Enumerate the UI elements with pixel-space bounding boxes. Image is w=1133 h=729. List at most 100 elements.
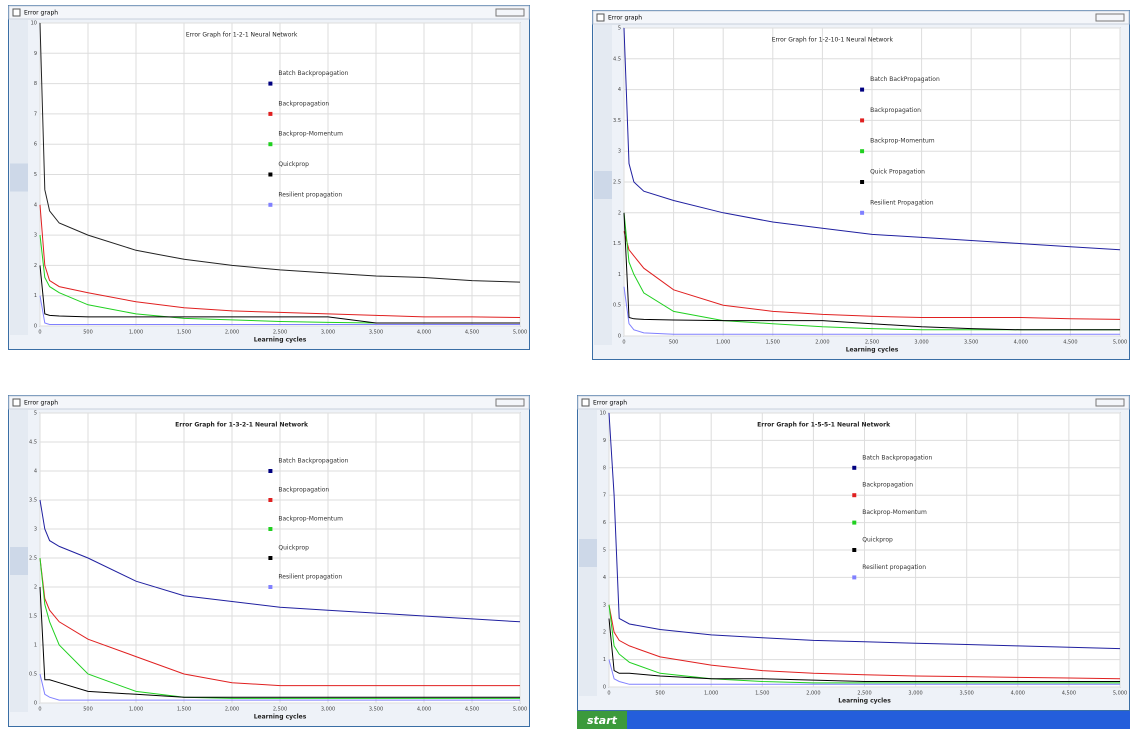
side-tab[interactable] xyxy=(10,547,28,575)
y-tick-label: 2 xyxy=(34,585,37,591)
legend-label: Batch Backpropagation xyxy=(278,458,348,465)
page: Error graph01234567891005001,0001,5002,0… xyxy=(0,0,1133,729)
y-tick-label: 3 xyxy=(603,602,606,608)
x-tick-label: 5,000 xyxy=(1113,691,1127,697)
legend-marker xyxy=(268,585,272,589)
x-axis-label: Learning cycles xyxy=(838,698,891,705)
x-tick-label: 4,500 xyxy=(465,707,479,713)
legend-marker xyxy=(852,575,856,579)
window-icon xyxy=(13,9,20,16)
legend-label: Resilient Propagation xyxy=(870,199,934,206)
y-tick-label: 5 xyxy=(34,411,37,417)
legend-label: Backprop-Momentum xyxy=(278,131,343,138)
chart-title: Error Graph for 1-2-1 Neural Network xyxy=(186,32,298,39)
legend-label: Quickprop xyxy=(278,545,309,552)
legend-label: Quickprop xyxy=(278,161,309,168)
x-tick-label: 5,000 xyxy=(1113,340,1127,346)
legend-marker xyxy=(268,469,272,473)
graph-window: Error graph00.511.522.533.544.5505001,00… xyxy=(8,395,530,727)
legend-marker xyxy=(860,118,864,122)
legend-marker xyxy=(860,149,864,153)
window-title: Error graph xyxy=(608,15,642,22)
legend-label: Backpropagation xyxy=(278,100,329,107)
legend-marker xyxy=(852,466,856,470)
window-icon xyxy=(13,399,20,406)
y-tick-label: 10 xyxy=(31,21,37,27)
y-tick-label: 3.5 xyxy=(613,118,621,124)
x-tick-label: 4,000 xyxy=(417,330,431,336)
x-tick-label: 2,000 xyxy=(815,340,829,346)
y-tick-label: 1 xyxy=(34,293,37,299)
x-axis-label: Learning cycles xyxy=(254,337,307,344)
x-tick-label: 3,500 xyxy=(369,330,383,336)
start-label: start xyxy=(587,714,618,727)
legend-label: Backpropagation xyxy=(870,107,921,114)
legend-label: Backpropagation xyxy=(862,482,913,489)
legend-marker xyxy=(268,173,272,177)
x-tick-label: 2,000 xyxy=(225,330,239,336)
legend-label: Quickprop xyxy=(862,537,893,544)
x-tick-label: 500 xyxy=(83,330,93,336)
y-tick-label: 0 xyxy=(618,334,621,340)
y-tick-label: 6 xyxy=(603,520,606,526)
y-tick-label: 3 xyxy=(618,149,621,155)
y-tick-label: 1 xyxy=(34,643,37,649)
y-tick-label: 3 xyxy=(34,233,37,239)
window-icon xyxy=(597,14,604,21)
x-tick-label: 1,500 xyxy=(177,707,191,713)
x-tick-label: 3,000 xyxy=(321,330,335,336)
title-bar xyxy=(9,396,529,409)
x-tick-label: 0 xyxy=(38,330,41,336)
taskbar: start xyxy=(577,711,1130,729)
y-tick-label: 4 xyxy=(34,202,37,208)
legend-marker xyxy=(860,211,864,215)
window-title: Error graph xyxy=(24,10,58,17)
x-tick-label: 2,500 xyxy=(273,330,287,336)
y-tick-label: 1.5 xyxy=(29,614,37,620)
legend-marker xyxy=(268,498,272,502)
x-axis-label: Learning cycles xyxy=(846,347,899,354)
legend-marker xyxy=(860,88,864,92)
legend-label: Quick Propagation xyxy=(870,169,925,176)
legend-marker xyxy=(268,203,272,207)
x-tick-label: 3,500 xyxy=(369,707,383,713)
legend-label: Batch Backpropagation xyxy=(278,70,348,77)
graph-window: Error graph01234567891005001,0001,5002,0… xyxy=(577,395,1130,711)
y-tick-label: 4 xyxy=(34,469,37,475)
y-tick-label: 3 xyxy=(34,527,37,533)
y-tick-label: 2.5 xyxy=(613,180,621,186)
legend-label: Backprop-Momentum xyxy=(862,509,927,516)
window-title: Error graph xyxy=(593,400,627,407)
window-icon xyxy=(582,399,589,406)
chart-title: Error Graph for 1-3-2-1 Neural Network xyxy=(175,422,309,429)
y-tick-label: 4.5 xyxy=(29,440,37,446)
y-tick-label: 7 xyxy=(34,111,37,117)
y-tick-label: 1.5 xyxy=(613,241,621,247)
x-tick-label: 2,500 xyxy=(857,691,871,697)
y-tick-label: 7 xyxy=(603,493,606,499)
x-axis-label: Learning cycles xyxy=(254,714,307,721)
y-tick-label: 0 xyxy=(603,685,606,691)
y-tick-label: 4 xyxy=(603,575,606,581)
x-tick-label: 1,000 xyxy=(716,340,730,346)
y-tick-label: 5 xyxy=(34,172,37,178)
x-tick-label: 0 xyxy=(607,691,610,697)
side-tab[interactable] xyxy=(594,171,612,199)
legend-marker xyxy=(268,142,272,146)
chart-title: Error Graph for 1-5-5-1 Neural Network xyxy=(757,422,891,429)
x-tick-label: 5,000 xyxy=(513,707,527,713)
x-tick-label: 4,000 xyxy=(1011,691,1025,697)
side-tab[interactable] xyxy=(10,164,28,192)
y-tick-label: 5 xyxy=(603,548,606,554)
x-tick-label: 0 xyxy=(38,707,41,713)
x-tick-label: 1,000 xyxy=(129,330,143,336)
side-tab[interactable] xyxy=(579,539,597,567)
y-tick-label: 0 xyxy=(34,701,37,707)
legend-marker xyxy=(852,521,856,525)
x-tick-label: 4,500 xyxy=(1063,340,1077,346)
x-tick-label: 0 xyxy=(622,340,625,346)
legend-marker xyxy=(268,112,272,116)
y-tick-label: 10 xyxy=(600,411,606,417)
x-tick-label: 3,000 xyxy=(908,691,922,697)
x-tick-label: 4,000 xyxy=(417,707,431,713)
